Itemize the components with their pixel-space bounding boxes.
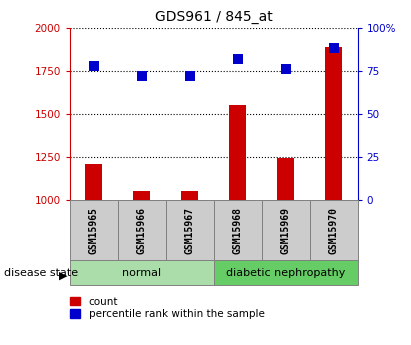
Text: GSM15968: GSM15968 — [233, 207, 242, 254]
Bar — [214, 200, 262, 260]
Bar — [70, 200, 118, 260]
Text: normal: normal — [122, 268, 162, 277]
Bar — [229, 105, 246, 200]
Bar — [134, 190, 150, 200]
Legend: count, percentile rank within the sample: count, percentile rank within the sample — [70, 297, 265, 319]
Bar — [214, 260, 358, 285]
Point — [330, 46, 337, 51]
Bar — [118, 200, 166, 260]
Text: diabetic nephropathy: diabetic nephropathy — [226, 268, 345, 277]
Bar — [309, 200, 358, 260]
Text: GSM15970: GSM15970 — [329, 207, 339, 254]
Text: disease state: disease state — [4, 268, 78, 278]
Bar — [166, 200, 214, 260]
Bar — [85, 164, 102, 200]
Text: GSM15966: GSM15966 — [137, 207, 147, 254]
Bar — [325, 47, 342, 200]
Point — [282, 66, 289, 72]
Bar — [277, 158, 294, 200]
Text: GSM15965: GSM15965 — [89, 207, 99, 254]
Point — [187, 73, 193, 79]
Bar — [181, 190, 198, 200]
Bar — [70, 260, 214, 285]
Title: GDS961 / 845_at: GDS961 / 845_at — [155, 10, 272, 24]
Point — [139, 73, 145, 79]
Text: ▶: ▶ — [60, 271, 68, 281]
Point — [234, 56, 241, 61]
Text: GSM15967: GSM15967 — [185, 207, 195, 254]
Bar — [262, 200, 309, 260]
Text: GSM15969: GSM15969 — [281, 207, 291, 254]
Point — [90, 63, 97, 68]
